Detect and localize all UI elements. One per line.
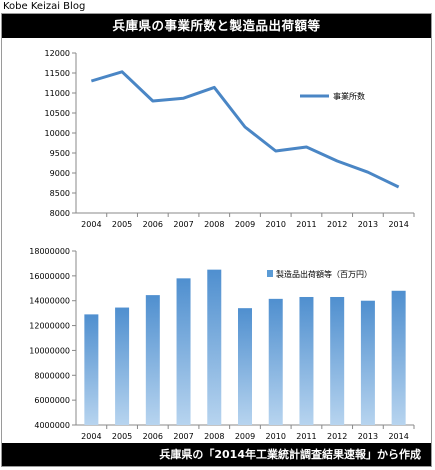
blog-label: Kobe Keizai Blog bbox=[3, 1, 86, 12]
line-chart-y-tick-label: 8000 bbox=[50, 209, 70, 218]
bar-chart-y-tick-label: 6000000 bbox=[34, 396, 70, 405]
shipments-bar-chart: 4000000 6000000 8000000 10000000 12000000 140… bbox=[29, 247, 415, 441]
line-chart-y-tick-label: 9500 bbox=[50, 149, 70, 158]
legend-label-shipments: 製造品出荷額等（百万円） bbox=[276, 269, 372, 279]
legend-label-establishments: 事業所数 bbox=[333, 91, 365, 101]
line-chart-x-tick-label: 2012 bbox=[327, 220, 347, 229]
establishments-series-line bbox=[90, 70, 400, 189]
line-chart-y-tick-label: 11500 bbox=[45, 69, 70, 78]
line-chart-y-tick-label: 9000 bbox=[50, 169, 70, 178]
shipments-bar-2009 bbox=[238, 308, 252, 425]
shipments-bar-2012 bbox=[330, 296, 345, 425]
bar-chart-x-tick-label: 2005 bbox=[112, 432, 132, 441]
line-chart-y-tick-label: 10500 bbox=[45, 109, 70, 118]
bar-chart-x-tick-label: 2011 bbox=[296, 432, 316, 441]
line-chart-x-tick-label: 2009 bbox=[235, 220, 255, 229]
line-chart-x-tick-label: 2010 bbox=[266, 220, 286, 229]
shipments-bar-2006 bbox=[145, 295, 160, 425]
bar-chart-y-tick-label: 10000000 bbox=[29, 346, 70, 355]
shipments-bar-2007 bbox=[176, 278, 191, 425]
bar-chart-x-tick-label: 2006 bbox=[143, 432, 163, 441]
bar-chart-y-tick-label: 18000000 bbox=[29, 247, 70, 256]
bar-chart-legend: 製造品出荷額等（百万円） bbox=[267, 269, 372, 279]
bar-chart-y-tick-label: 16000000 bbox=[29, 272, 70, 281]
bar-chart-x-tick-label: 2008 bbox=[204, 432, 224, 441]
line-chart-x-tick-label: 2014 bbox=[388, 220, 408, 229]
bar-chart-x-tick-label: 2014 bbox=[388, 432, 408, 441]
bar-chart-y-tick-label: 8000000 bbox=[34, 371, 70, 380]
bar-chart-x-tick-label: 2012 bbox=[327, 432, 347, 441]
line-chart-x-tick-label: 2006 bbox=[143, 220, 163, 229]
shipments-bar-2004 bbox=[84, 314, 99, 425]
line-chart-y-tick-label: 10000 bbox=[45, 129, 70, 138]
shipments-bar-2011 bbox=[299, 296, 314, 425]
shipments-bar-2005 bbox=[115, 307, 130, 425]
source-note: 兵庫県の「2014年工業統計調査結果速報」から作成 bbox=[2, 443, 431, 466]
line-chart-y-tick-label: 11000 bbox=[45, 89, 70, 98]
line-chart-x-tick-label: 2007 bbox=[173, 220, 193, 229]
chart-frame: 兵庫県の事業所数と製造品出荷額等 8000 8500 9000 9500 10000 10… bbox=[1, 13, 432, 467]
line-chart-x-tick-label: 2011 bbox=[296, 220, 316, 229]
legend-bar-swatch bbox=[267, 270, 273, 277]
bar-chart-x-tick-label: 2013 bbox=[358, 432, 378, 441]
line-chart-y-tick-label: 8500 bbox=[50, 189, 70, 198]
bar-chart-y-tick-label: 14000000 bbox=[29, 297, 70, 306]
shipments-bar-2008 bbox=[207, 269, 222, 425]
shipments-bar-2010 bbox=[268, 298, 283, 425]
bar-chart-x-tick-label: 2007 bbox=[173, 432, 193, 441]
line-chart-legend: 事業所数 bbox=[300, 91, 365, 101]
bar-chart-y-tick-label: 4000000 bbox=[34, 421, 70, 430]
shipments-bar-2013 bbox=[360, 300, 375, 425]
line-chart-x-tick-label: 2013 bbox=[358, 220, 378, 229]
line-chart-x-tick-label: 2005 bbox=[112, 220, 132, 229]
line-chart-x-tick-label: 2008 bbox=[204, 220, 224, 229]
bar-chart-x-tick-label: 2004 bbox=[81, 432, 101, 441]
bar-chart-x-tick-label: 2009 bbox=[235, 432, 255, 441]
line-chart-y-tick-label: 12000 bbox=[45, 49, 70, 58]
shipments-bar-2014 bbox=[391, 290, 406, 425]
charts-svg: 8000 8500 9000 9500 10000 10500 11000 11500 1200… bbox=[29, 49, 415, 441]
bar-chart-y-tick-label: 12000000 bbox=[29, 322, 70, 331]
establishments-line-chart: 8000 8500 9000 9500 10000 10500 11000 11500 1200… bbox=[45, 49, 415, 229]
bar-chart-x-tick-label: 2010 bbox=[266, 432, 286, 441]
chart-area: 8000 8500 9000 9500 10000 10500 11000 11500 1200… bbox=[2, 38, 431, 443]
chart-title: 兵庫県の事業所数と製造品出荷額等 bbox=[2, 14, 431, 38]
line-chart-x-tick-label: 2004 bbox=[81, 220, 101, 229]
